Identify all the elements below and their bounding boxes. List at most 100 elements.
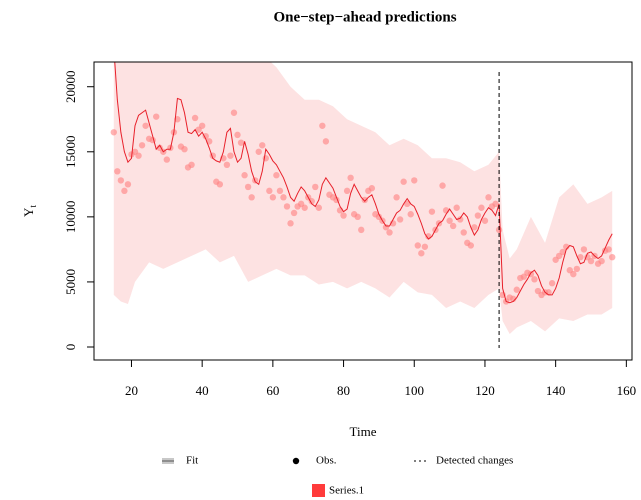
obs-point [124, 181, 132, 188]
obs-point [421, 243, 429, 250]
obs-point [153, 113, 160, 120]
obs-point [181, 145, 188, 153]
obs-point [198, 122, 206, 129]
obs-point [563, 243, 570, 250]
obs-point [510, 295, 517, 303]
y-label-sub: t [28, 205, 38, 208]
y-tick-label: 15000 [63, 136, 78, 169]
obs-point [319, 122, 326, 129]
obs-point [428, 208, 436, 215]
obs-point [117, 177, 125, 184]
y-axis-label: Yt [21, 205, 38, 217]
fit-line [114, 62, 613, 304]
obs-point [481, 217, 489, 224]
x-axis-label: Time [350, 424, 377, 439]
obs-point [460, 229, 467, 236]
obs-point [266, 187, 273, 195]
obs-point [237, 139, 245, 146]
obs-point [121, 187, 128, 195]
obs-point [340, 212, 347, 219]
obs-point [577, 253, 584, 261]
obs-point [531, 276, 538, 283]
confidence-band [113, 62, 613, 334]
obs-point [393, 194, 400, 201]
obs-point [446, 217, 453, 224]
obs-point [474, 212, 482, 219]
obs-point [361, 196, 368, 204]
obs-point [411, 177, 418, 184]
obs-point [453, 204, 460, 211]
obs-point [403, 200, 411, 208]
obs-point [587, 257, 595, 265]
obs-point [467, 242, 475, 249]
obs-point [418, 250, 425, 257]
obs-point [382, 224, 390, 231]
x-tick-label: 20 [125, 383, 138, 398]
obs-point [439, 182, 446, 189]
obs-point [580, 246, 588, 253]
obs-point [216, 181, 224, 188]
obs-point [605, 246, 612, 253]
obs-point [449, 222, 457, 230]
obs-point [280, 194, 287, 201]
obs-point [163, 156, 171, 163]
x-tick-label: 100 [405, 383, 425, 398]
obs-point [368, 185, 376, 192]
obs-point [135, 152, 142, 159]
obs-point [273, 172, 280, 179]
obs-point [471, 224, 478, 231]
obs-point [287, 220, 294, 227]
obs-point [354, 213, 361, 221]
chart-title: One−step−ahead predictions [273, 9, 456, 25]
obs-point [259, 142, 266, 149]
x-tick-label: 120 [475, 383, 495, 398]
obs-point [255, 148, 262, 155]
legend-obs [292, 457, 300, 465]
obs-point [513, 286, 520, 293]
obs-point [188, 161, 195, 169]
obs-point [407, 211, 414, 218]
obs-point [191, 114, 199, 122]
obs-point [478, 204, 485, 211]
obs-point [347, 174, 354, 182]
plot-area [110, 62, 616, 348]
obs-point [312, 183, 319, 191]
legend-label: Fit [186, 455, 198, 467]
obs-point [110, 129, 117, 136]
obs-point [290, 209, 298, 217]
obs-point [202, 132, 209, 140]
obs-point [301, 204, 308, 211]
legend-series1 [312, 484, 325, 497]
obs-point [227, 152, 234, 159]
obs-point [358, 226, 365, 234]
plot-frame [93, 61, 633, 361]
obs-point [223, 161, 231, 169]
obs-point [573, 265, 581, 273]
obs-point [248, 194, 255, 201]
legend-label: Series.1 [329, 485, 364, 497]
obs-point [559, 248, 566, 256]
obs-point [315, 204, 323, 211]
y-tick-label: 0 [63, 344, 78, 351]
obs-point [598, 257, 605, 265]
y-tick-label: 10000 [63, 201, 78, 234]
y-label-main: Y [21, 207, 36, 217]
obs-point [386, 229, 393, 236]
obs-point [142, 122, 149, 129]
x-tick-label: 40 [196, 383, 209, 398]
obs-point [609, 253, 616, 261]
obs-point [343, 187, 351, 195]
obs-point [283, 203, 291, 210]
legend-label: Detected changes [436, 455, 513, 467]
x-tick-label: 160 [617, 383, 637, 398]
obs-point [548, 280, 556, 287]
obs-point [230, 109, 238, 116]
y-tick-label: 5000 [63, 269, 78, 295]
obs-point [570, 270, 577, 278]
obs-point [414, 242, 421, 249]
obs-point [244, 183, 252, 191]
x-tick-label: 140 [546, 383, 566, 398]
obs-point [485, 194, 492, 201]
obs-point [276, 187, 284, 195]
